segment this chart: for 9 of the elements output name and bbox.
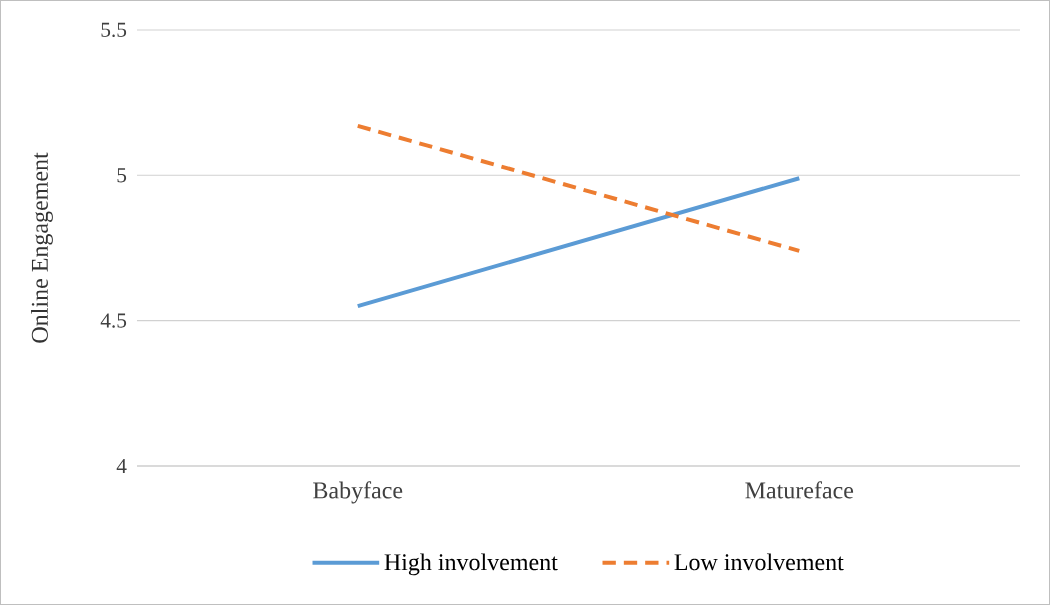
y-tick-label: 4.5 bbox=[100, 313, 127, 328]
legend-label: High involvement bbox=[384, 553, 558, 576]
y-tick-label: 5.5 bbox=[101, 22, 127, 38]
y-tick-label: 5 bbox=[117, 168, 127, 183]
x-tick-label: Babyface bbox=[313, 481, 403, 504]
legend-label: Low involvement bbox=[674, 553, 844, 571]
y-axis-title: Online Engagement bbox=[31, 152, 53, 343]
y-tick-label: 4 bbox=[116, 458, 127, 474]
x-tick-label: Matureface bbox=[745, 481, 854, 499]
